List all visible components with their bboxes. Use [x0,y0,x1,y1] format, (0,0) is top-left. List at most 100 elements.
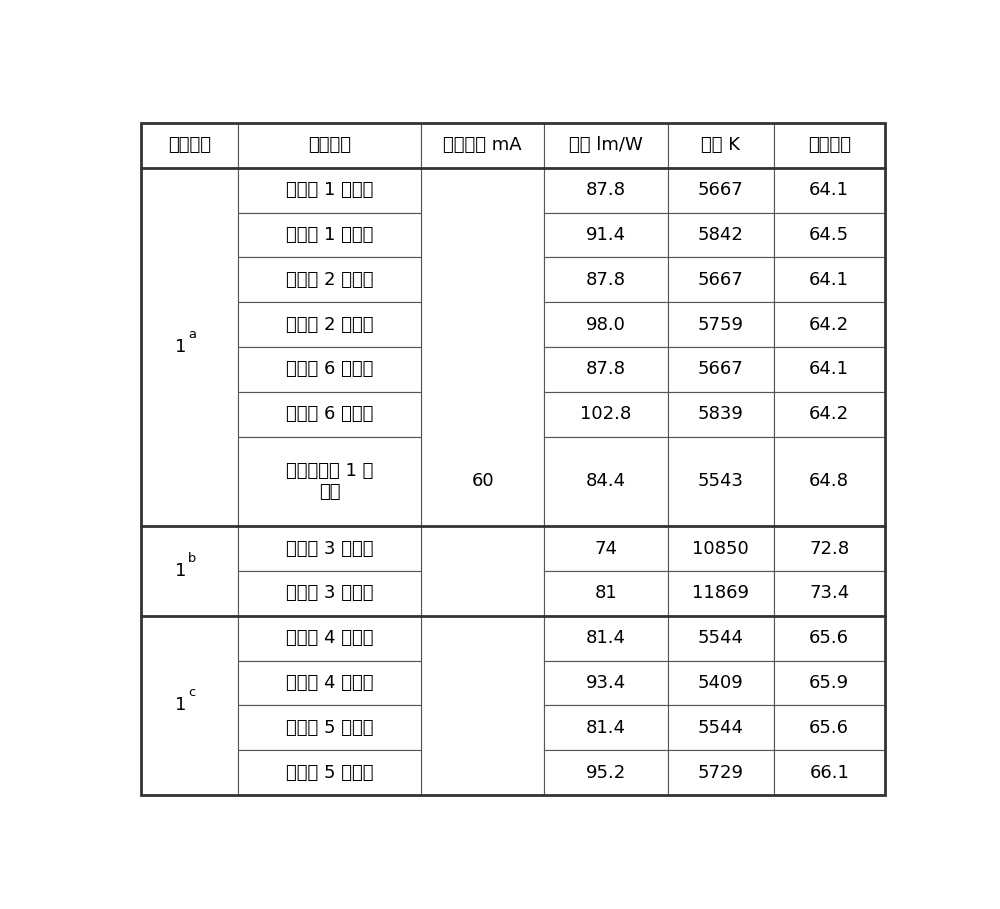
Bar [774,526,885,571]
Text: 实施例 6 退火后: 实施例 6 退火后 [286,405,373,424]
Text: b: b [188,552,196,565]
Text: 81.4: 81.4 [586,629,626,647]
Text: 实施例 5 退火后: 实施例 5 退火后 [286,764,373,782]
Text: 95.2: 95.2 [586,764,626,782]
Text: 81.4: 81.4 [586,719,626,737]
Text: 87.8: 87.8 [586,271,626,289]
Text: 光效 lm/W: 光效 lm/W [569,136,643,155]
Text: 1: 1 [175,562,186,580]
Text: 93.4: 93.4 [586,674,626,692]
Text: 98.0: 98.0 [586,315,626,334]
Bar [238,436,421,526]
Bar [774,661,885,705]
Text: 实施例 3 退火后: 实施例 3 退火后 [286,584,373,603]
Text: 5409: 5409 [698,674,744,692]
Text: 10850: 10850 [692,540,749,557]
Bar [668,392,774,436]
Text: 64.1: 64.1 [809,271,849,289]
Bar [238,123,421,168]
Bar [238,526,421,571]
Text: 5543: 5543 [698,473,744,491]
Text: 5667: 5667 [698,361,744,378]
Bar [774,705,885,750]
Text: 5544: 5544 [698,629,744,647]
Text: 64.2: 64.2 [809,405,849,424]
Bar [238,615,421,661]
Text: 65.9: 65.9 [809,674,849,692]
Text: 64.1: 64.1 [809,181,849,199]
Bar [544,705,668,750]
Text: 64.5: 64.5 [809,226,849,245]
Bar [544,615,668,661]
Text: 65.6: 65.6 [809,629,849,647]
Bar [544,392,668,436]
Bar [668,257,774,303]
Text: 对比实施例 1 退
火后: 对比实施例 1 退 火后 [286,462,373,501]
Text: 样品状态: 样品状态 [308,136,351,155]
Text: 5729: 5729 [698,764,744,782]
Bar [544,257,668,303]
Bar [668,705,774,750]
Bar [774,347,885,392]
Bar [774,213,885,257]
Text: 5667: 5667 [698,181,744,199]
Bar [668,571,774,615]
Bar [544,750,668,795]
Text: 64.1: 64.1 [809,361,849,378]
Bar [544,168,668,213]
Bar [774,303,885,347]
Text: 5667: 5667 [698,271,744,289]
Bar [140,123,238,168]
Bar [544,213,668,257]
Text: 实施例 3 退火前: 实施例 3 退火前 [286,540,373,557]
Text: 实施例 2 退火后: 实施例 2 退火后 [286,315,373,334]
Text: 72.8: 72.8 [809,540,849,557]
Text: 65.6: 65.6 [809,719,849,737]
Bar [544,661,668,705]
Bar [774,257,885,303]
Text: 5839: 5839 [698,405,744,424]
Bar [774,615,885,661]
Bar [544,436,668,526]
Text: 64.8: 64.8 [809,473,849,491]
Bar [774,168,885,213]
Bar [238,705,421,750]
Text: 1: 1 [175,696,186,714]
Bar [774,123,885,168]
Bar [544,303,668,347]
Text: a: a [188,328,196,341]
Bar [140,168,238,526]
Bar [238,750,421,795]
Text: 样品类型: 样品类型 [168,136,211,155]
Text: 实施例 5 退火前: 实施例 5 退火前 [286,719,373,737]
Bar [774,571,885,615]
Text: 64.2: 64.2 [809,315,849,334]
Text: 1: 1 [175,338,186,356]
Bar [140,526,238,615]
Text: 81: 81 [595,584,617,603]
Text: 实施例 4 退火后: 实施例 4 退火后 [286,674,373,692]
Text: 色温 K: 色温 K [701,136,740,155]
Bar [238,392,421,436]
Text: 5544: 5544 [698,719,744,737]
Bar [544,123,668,168]
Bar [238,347,421,392]
Text: c: c [188,686,195,699]
Bar [421,123,544,168]
Text: 实施例 2 退火前: 实施例 2 退火前 [286,271,373,289]
Bar [238,257,421,303]
Bar [544,571,668,615]
Bar [668,303,774,347]
Bar [668,615,774,661]
Text: 73.4: 73.4 [809,584,849,603]
Text: 87.8: 87.8 [586,361,626,378]
Bar [668,123,774,168]
Text: 11869: 11869 [692,584,749,603]
Bar [668,168,774,213]
Bar [421,168,544,795]
Text: 5842: 5842 [698,226,744,245]
Text: 测试电流 mA: 测试电流 mA [443,136,522,155]
Text: 实施例 4 退火前: 实施例 4 退火前 [286,629,373,647]
Bar [668,526,774,571]
Text: 实施例 1 退火前: 实施例 1 退火前 [286,181,373,199]
